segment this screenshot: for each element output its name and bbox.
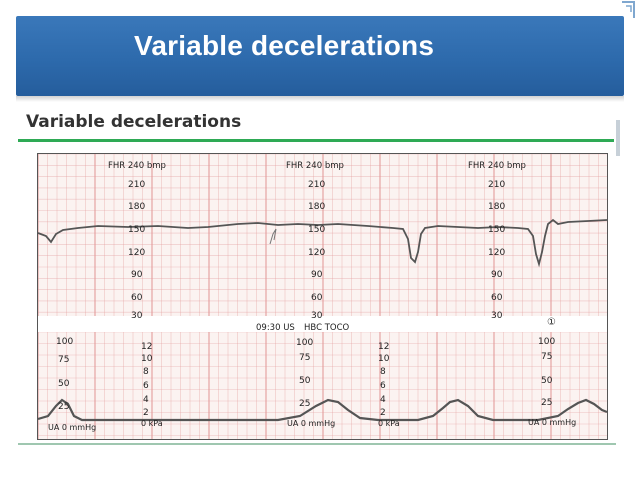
fhr-scale-90: 90: [491, 270, 503, 280]
ua-column-3: 100 75 50 25 UA 0 mmHg: [528, 337, 576, 427]
kpa-scale-6: 6: [380, 381, 386, 391]
kpa-column-1: 12 10 8 6 4 2 0 kPa: [141, 342, 163, 428]
toco-label: HBC TOCO: [304, 323, 350, 333]
ua-column-1: 100 75 50 25 UA 0 mmHg: [48, 337, 96, 432]
fhr-scale-120: 120: [488, 248, 505, 258]
fhr-column-1: FHR 240 bmp 210 180 150 120 90 60 30: [108, 161, 166, 321]
fhr-scale-150: 150: [488, 225, 505, 235]
fhr-scale-60: 60: [131, 293, 143, 303]
fhr-scale-60: 60: [311, 293, 323, 303]
fhr-ua-separator-band: [38, 316, 607, 332]
fhr-scale-150: 150: [308, 225, 325, 235]
kpa-scale-8: 8: [143, 367, 149, 377]
time-label: 09:30 US: [256, 323, 295, 333]
fhr-header: FHR 240 bmp: [108, 161, 166, 171]
kpa-scale-6: 6: [143, 381, 149, 391]
slide-title: Variable decelerations: [134, 30, 435, 61]
ua-column-2: 100 75 50 25 UA 0 mmHg: [287, 338, 335, 428]
image-caption-bar: Variable decelerations: [18, 107, 618, 137]
ua-zero-label: UA 0 mmHg: [528, 418, 576, 427]
ua-scale-100: 100: [56, 337, 73, 347]
kpa-scale-4: 4: [380, 395, 386, 405]
fhr-scale-60: 60: [491, 293, 503, 303]
ua-scale-100: 100: [538, 337, 555, 347]
ctg-trace-svg: FHR 240 bmp 210 180 150 120 90 60 30 FHR…: [37, 153, 608, 439]
fhr-column-3: FHR 240 bmp 210 180 150 120 90 60 30: [468, 161, 526, 321]
kpa-column-2: 12 10 8 6 4 2 0 kPa: [378, 342, 400, 428]
ua-scale-25: 25: [58, 402, 69, 412]
fhr-scale-120: 120: [308, 248, 325, 258]
fhr-scale-30: 30: [311, 311, 323, 321]
kpa-zero-label: 0 kPa: [141, 419, 163, 428]
ua-scale-25: 25: [541, 398, 552, 408]
ua-scale-50: 50: [58, 379, 70, 389]
image-caption: Variable decelerations: [26, 112, 242, 132]
corner-bracket-icon: [622, 1, 635, 18]
event-marker: ①: [547, 317, 556, 328]
ua-trace-line: [37, 398, 608, 422]
slide-header: [16, 16, 624, 96]
fhr-scale-30: 30: [491, 311, 503, 321]
ctg-trace-image: FHR 240 bmp 210 180 150 120 90 60 30 FHR…: [37, 153, 608, 440]
paper-grid: [37, 153, 607, 439]
ua-zero-label: UA 0 mmHg: [287, 419, 335, 428]
ua-scale-100: 100: [296, 338, 313, 348]
fhr-scale-210: 210: [488, 180, 505, 190]
kpa-scale-10: 10: [141, 354, 153, 364]
fhr-scale-180: 180: [128, 202, 145, 212]
ua-scale-50: 50: [541, 376, 553, 386]
fhr-header: FHR 240 bmp: [468, 161, 526, 171]
fhr-scale-180: 180: [488, 202, 505, 212]
fhr-scale-150: 150: [128, 225, 145, 235]
kpa-scale-12: 12: [378, 342, 389, 352]
fhr-scale-90: 90: [131, 270, 143, 280]
ua-scale-25: 25: [299, 399, 310, 409]
kpa-scale-8: 8: [380, 367, 386, 377]
fhr-artifact-line: [269, 228, 277, 245]
fhr-scale-30: 30: [131, 311, 143, 321]
side-stub: [616, 120, 620, 156]
fhr-scale-210: 210: [128, 180, 145, 190]
kpa-zero-label: 0 kPa: [378, 419, 400, 428]
bottom-divider: [18, 443, 616, 445]
header-shadow: [16, 96, 624, 102]
fhr-scale-120: 120: [128, 248, 145, 258]
fhr-column-2: FHR 240 bmp 210 180 150 120 90 60 30: [286, 161, 344, 321]
ua-scale-75: 75: [58, 355, 69, 365]
fhr-scale-180: 180: [308, 202, 325, 212]
kpa-scale-2: 2: [143, 408, 149, 418]
ua-scale-75: 75: [541, 352, 552, 362]
fhr-header: FHR 240 bmp: [286, 161, 344, 171]
ua-zero-label: UA 0 mmHg: [48, 423, 96, 432]
kpa-scale-12: 12: [141, 342, 152, 352]
ua-scale-75: 75: [299, 353, 310, 363]
ua-scale-50: 50: [299, 376, 311, 386]
fhr-trace-line: [37, 218, 608, 268]
kpa-scale-2: 2: [380, 408, 386, 418]
fhr-scale-210: 210: [308, 180, 325, 190]
caption-divider: [18, 139, 614, 142]
kpa-scale-4: 4: [143, 395, 149, 405]
fhr-scale-90: 90: [311, 270, 323, 280]
kpa-scale-10: 10: [378, 354, 390, 364]
